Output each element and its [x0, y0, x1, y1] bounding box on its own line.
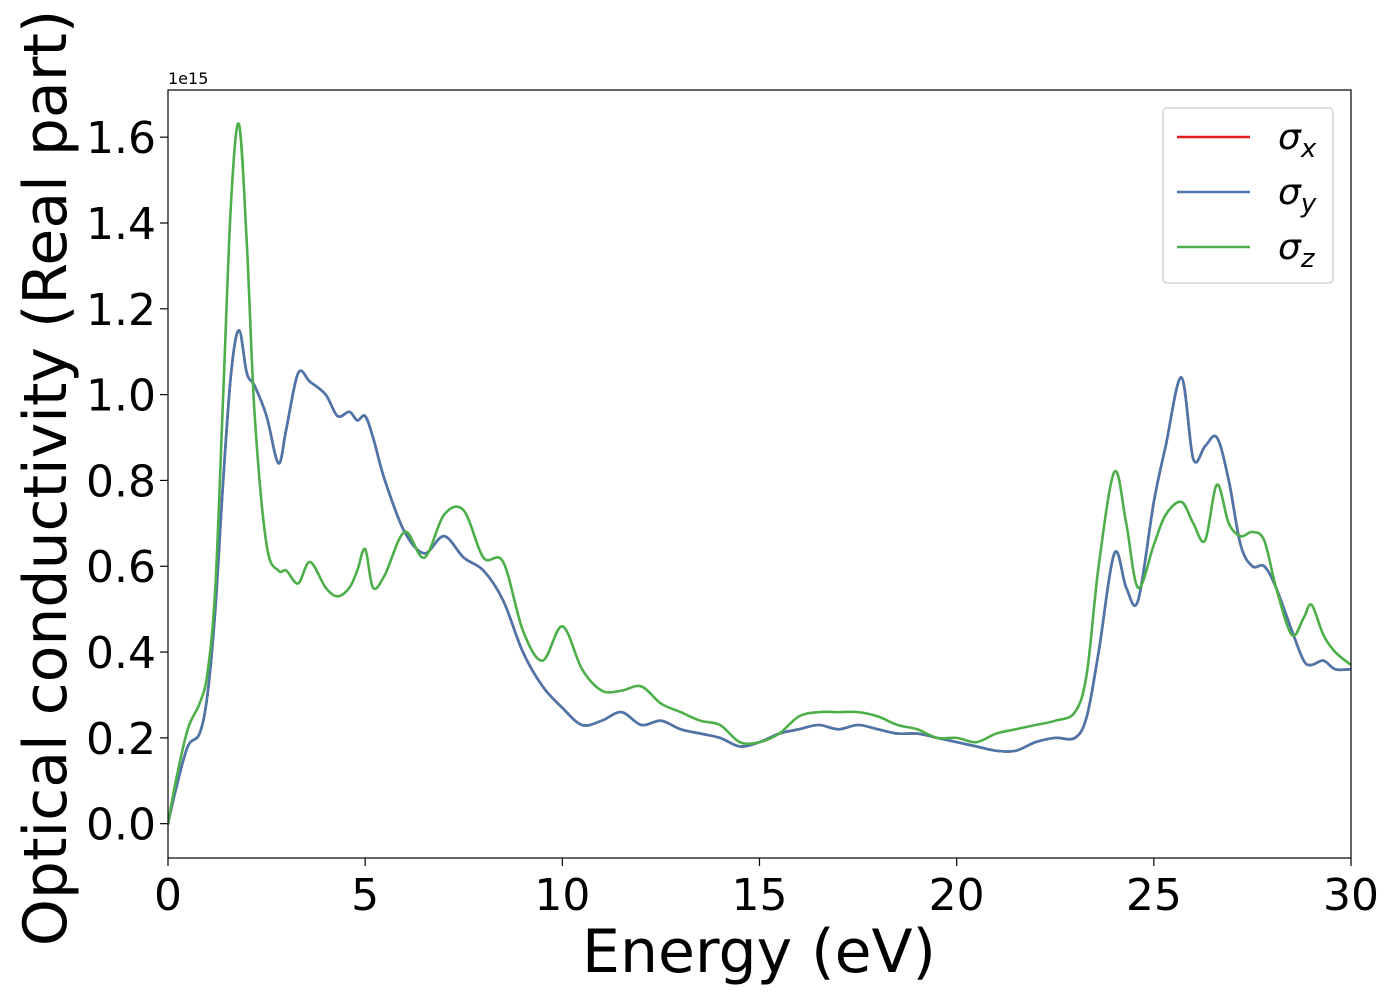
y-tick-label: 0.8	[86, 456, 156, 507]
y-tick-label: 0.6	[86, 542, 156, 593]
y-axis: 0.0 0.2 0.4 0.6 0.8 1.0 1.2 1.4 1.6	[86, 113, 168, 851]
legend-label-y: σy	[1278, 172, 1317, 219]
x-tick-label: 25	[1126, 870, 1182, 921]
y-tick-label: 1.0	[86, 371, 156, 422]
y-tick-label: 1.2	[86, 285, 156, 336]
x-tick-label: 5	[351, 870, 379, 921]
legend-label-z: σz	[1278, 227, 1316, 274]
legend-box	[1162, 107, 1334, 284]
plot-background	[168, 90, 1351, 858]
y-tick-label: 0.4	[86, 628, 156, 679]
x-tick-label: 10	[534, 870, 590, 921]
legend: σx σy σz	[1162, 107, 1334, 284]
x-axis-label: Energy (eV)	[582, 917, 936, 987]
y-offset-label: 1e15	[168, 69, 208, 88]
y-tick-label: 0.2	[86, 714, 156, 765]
y-axis-label: Optical conductivity (Real part)	[11, 10, 81, 947]
x-tick-label: 15	[732, 870, 788, 921]
y-tick-label: 1.6	[86, 113, 156, 164]
series-layer	[168, 122, 1351, 825]
series-line-z	[168, 122, 1351, 825]
x-tick-label: 0	[154, 870, 182, 921]
series-line-y	[168, 328, 1351, 825]
y-tick-label: 0.0	[86, 800, 156, 851]
plot-area	[167, 89, 1352, 859]
legend-label-x: σx	[1278, 117, 1317, 164]
x-tick-label: 30	[1323, 870, 1379, 921]
y-tick-label: 1.4	[86, 199, 156, 250]
x-tick-label: 20	[929, 870, 985, 921]
x-axis: 0 5 10 15 20 25 30	[154, 858, 1379, 921]
